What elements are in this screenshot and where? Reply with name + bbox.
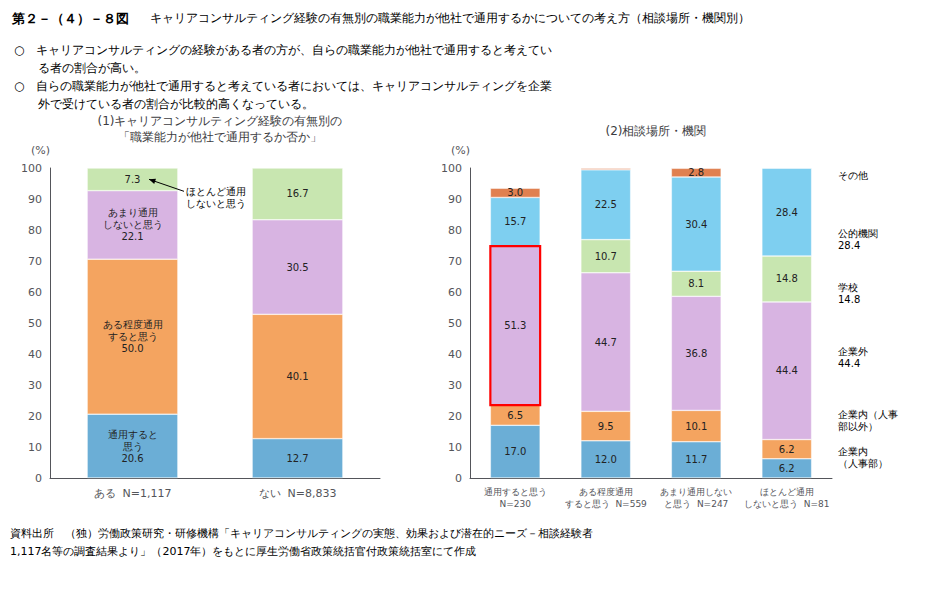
svg-text:28.4: 28.4 <box>776 207 798 218</box>
svg-text:17.0: 17.0 <box>504 446 526 457</box>
svg-text:あまり通用: あまり通用 <box>108 207 158 218</box>
svg-text:学校: 学校 <box>838 282 858 293</box>
svg-text:20: 20 <box>28 410 42 423</box>
svg-text:40: 40 <box>28 348 42 361</box>
svg-text:60: 60 <box>28 286 42 299</box>
svg-text:キャリアコンサルティング経験の有無別の職業能力が他社で通用す: キャリアコンサルティング経験の有無別の職業能力が他社で通用するかについての考え方… <box>150 11 750 25</box>
svg-text:3.0: 3.0 <box>507 187 523 198</box>
svg-text:9.5: 9.5 <box>598 421 614 432</box>
svg-text:70: 70 <box>448 255 462 268</box>
svg-text:しないと思う: しないと思う <box>186 198 246 209</box>
svg-text:10: 10 <box>448 441 462 454</box>
svg-text:公的機関: 公的機関 <box>838 228 878 239</box>
svg-text:第２－（４）－８図: 第２－（４）－８図 <box>11 11 129 26</box>
svg-text:7.3: 7.3 <box>125 174 141 185</box>
svg-text:○ キャリアコンサルティングの経験がある者の方が、自らの職業: ○ キャリアコンサルティングの経験がある者の方が、自らの職業能力が他社で通用する… <box>14 43 552 57</box>
svg-text:すると思う N=559: すると思う N=559 <box>565 499 647 509</box>
svg-text:30.4: 30.4 <box>685 219 707 230</box>
svg-text:0: 0 <box>455 472 462 485</box>
svg-text:○ 自らの職業能力が他社で通用すると考えている者においては、: ○ 自らの職業能力が他社で通用すると考えている者においては、キャリアコンサルティ… <box>14 79 552 93</box>
svg-text:50: 50 <box>28 317 42 330</box>
svg-text:通用すると: 通用すると <box>108 429 158 440</box>
svg-text:ある N=1,117: ある N=1,117 <box>94 487 172 500</box>
svg-text:(2)相談場所・機関: (2)相談場所・機関 <box>606 124 707 138</box>
svg-text:12.0: 12.0 <box>595 454 617 465</box>
svg-text:51.3: 51.3 <box>504 320 526 331</box>
svg-text:る者の割合が高い。: る者の割合が高い。 <box>38 61 146 75</box>
svg-text:90: 90 <box>28 193 42 206</box>
svg-text:通用すると思う: 通用すると思う <box>484 487 547 497</box>
svg-text:10: 10 <box>28 441 42 454</box>
svg-text:60: 60 <box>448 286 462 299</box>
svg-text:36.8: 36.8 <box>685 348 707 359</box>
svg-text:0: 0 <box>35 472 42 485</box>
svg-text:1,117名等の調査結果より」（2017年）をもとに厚生労働: 1,117名等の調査結果より」（2017年）をもとに厚生労働省政策統括官付政策統… <box>10 545 477 558</box>
svg-text:（人事部）: （人事部） <box>838 458 888 469</box>
svg-text:50: 50 <box>448 317 462 330</box>
svg-text:20: 20 <box>448 410 462 423</box>
svg-text:15.7: 15.7 <box>504 216 526 227</box>
svg-text:企業内（人事: 企業内（人事 <box>838 409 898 420</box>
svg-text:11.7: 11.7 <box>685 454 707 465</box>
svg-text:部以外）: 部以外） <box>838 421 878 432</box>
svg-text:30: 30 <box>28 379 42 392</box>
svg-text:6.5: 6.5 <box>507 410 523 421</box>
svg-text:8.1: 8.1 <box>688 278 704 289</box>
svg-text:50.0: 50.0 <box>121 343 143 354</box>
svg-text:企業内: 企業内 <box>838 446 868 457</box>
svg-text:12.7: 12.7 <box>286 453 308 464</box>
svg-text:ある程度通用: ある程度通用 <box>579 487 633 497</box>
svg-text:80: 80 <box>28 224 42 237</box>
svg-text:あまり通用しない: あまり通用しない <box>660 487 732 497</box>
svg-text:14.8: 14.8 <box>776 273 798 284</box>
svg-text:44.7: 44.7 <box>595 337 617 348</box>
svg-text:ない N=8,833: ない N=8,833 <box>259 487 337 500</box>
svg-text:N=230: N=230 <box>500 499 532 509</box>
svg-text:しないと思う N=81: しないと思う N=81 <box>744 499 829 509</box>
svg-text:企業外: 企業外 <box>838 346 868 357</box>
svg-text:22.1: 22.1 <box>121 231 143 242</box>
svg-text:80: 80 <box>448 224 462 237</box>
svg-text:16.7: 16.7 <box>286 188 308 199</box>
svg-text:ある程度通用: ある程度通用 <box>103 319 163 330</box>
svg-text:外で受けている者の割合が比較的高くなっている。: 外で受けている者の割合が比較的高くなっている。 <box>38 97 314 111</box>
svg-text:(1)キャリアコンサルティング経験の有無別の: (1)キャリアコンサルティング経験の有無別の <box>98 114 343 128</box>
svg-text:10.1: 10.1 <box>685 421 707 432</box>
svg-text:40.1: 40.1 <box>286 371 308 382</box>
svg-text:10.7: 10.7 <box>595 251 617 262</box>
svg-text:6.2: 6.2 <box>779 444 795 455</box>
svg-text:2.8: 2.8 <box>688 167 704 178</box>
svg-text:すると思う: すると思う <box>108 331 158 342</box>
svg-text:30.5: 30.5 <box>286 262 308 273</box>
svg-text:40: 40 <box>448 348 462 361</box>
svg-text:「職業能力が他社で通用するか否か」: 「職業能力が他社で通用するか否か」 <box>118 130 322 144</box>
svg-text:44.4: 44.4 <box>838 358 860 369</box>
svg-text:22.5: 22.5 <box>595 199 617 210</box>
svg-text:100: 100 <box>21 162 42 175</box>
svg-text:ほとんど通用: ほとんど通用 <box>760 487 814 497</box>
svg-text:30: 30 <box>448 379 462 392</box>
svg-text:70: 70 <box>28 255 42 268</box>
svg-text:と思う N=247: と思う N=247 <box>664 499 728 509</box>
svg-text:44.4: 44.4 <box>776 365 798 376</box>
svg-text:しないと思う: しないと思う <box>103 219 163 230</box>
svg-text:28.4: 28.4 <box>838 240 860 251</box>
svg-text:ほとんど通用: ほとんど通用 <box>186 186 246 197</box>
svg-text:14.8: 14.8 <box>838 294 860 305</box>
svg-text:90: 90 <box>448 193 462 206</box>
svg-text:(%): (%) <box>451 144 470 157</box>
svg-text:20.6: 20.6 <box>121 453 143 464</box>
svg-text:100: 100 <box>441 162 462 175</box>
svg-text:資料出所 （独）労働政策研究・研修機構「キャリアコンサルティ: 資料出所 （独）労働政策研究・研修機構「キャリアコンサルティングの実態、効果およ… <box>10 527 593 540</box>
svg-text:その他: その他 <box>838 170 868 181</box>
svg-text:思う: 思う <box>122 441 143 452</box>
svg-text:6.2: 6.2 <box>779 463 795 474</box>
svg-text:(%): (%) <box>31 144 50 157</box>
